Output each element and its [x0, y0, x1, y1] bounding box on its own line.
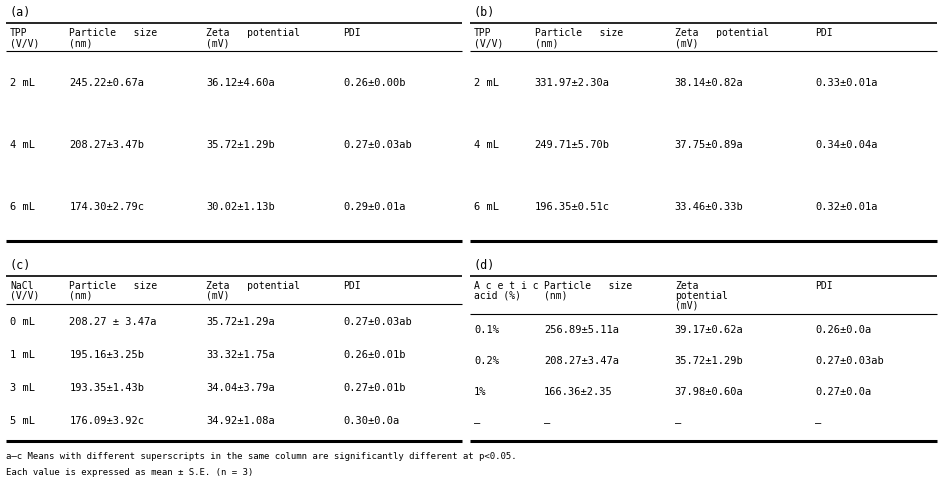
- Text: Zeta   potential: Zeta potential: [207, 28, 300, 38]
- Text: potential: potential: [675, 291, 728, 301]
- Text: 174.30±2.79c: 174.30±2.79c: [69, 201, 144, 211]
- Text: 0.26±0.0a: 0.26±0.0a: [815, 325, 871, 335]
- Text: –: –: [815, 417, 821, 427]
- Text: 6 mL: 6 mL: [474, 201, 499, 211]
- Text: 33.32±1.75a: 33.32±1.75a: [207, 349, 274, 359]
- Text: Particle   size: Particle size: [535, 28, 622, 38]
- Text: (a): (a): [10, 6, 31, 19]
- Text: 0.27±0.0a: 0.27±0.0a: [815, 386, 871, 396]
- Text: –: –: [544, 417, 551, 427]
- Text: 5 mL: 5 mL: [10, 415, 35, 425]
- Text: (mV): (mV): [207, 291, 229, 301]
- Text: 0.26±0.00b: 0.26±0.00b: [343, 78, 405, 88]
- Text: 0.29±0.01a: 0.29±0.01a: [343, 201, 405, 211]
- Text: 0.32±0.01a: 0.32±0.01a: [815, 201, 877, 211]
- Text: PDI: PDI: [815, 281, 833, 291]
- Text: 208.27±3.47a: 208.27±3.47a: [544, 355, 619, 365]
- Text: –: –: [474, 417, 480, 427]
- Text: 0.1%: 0.1%: [474, 325, 499, 335]
- Text: 176.09±3.92c: 176.09±3.92c: [69, 415, 144, 425]
- Text: 193.35±1.43b: 193.35±1.43b: [69, 382, 144, 392]
- Text: (nm): (nm): [544, 291, 568, 301]
- Text: TPP: TPP: [10, 28, 27, 38]
- Text: Particle   size: Particle size: [69, 281, 157, 291]
- Text: PDI: PDI: [343, 28, 360, 38]
- Text: 2 mL: 2 mL: [10, 78, 35, 88]
- Text: 35.72±1.29b: 35.72±1.29b: [675, 355, 744, 365]
- Text: 0.26±0.01b: 0.26±0.01b: [343, 349, 405, 359]
- Text: (nm): (nm): [69, 291, 92, 301]
- Text: 36.12±4.60a: 36.12±4.60a: [207, 78, 274, 88]
- Text: 37.75±0.89a: 37.75±0.89a: [675, 140, 744, 150]
- Text: PDI: PDI: [343, 281, 360, 291]
- Text: (V/V): (V/V): [474, 38, 504, 48]
- Text: 0.30±0.0a: 0.30±0.0a: [343, 415, 399, 425]
- Text: (d): (d): [474, 259, 495, 272]
- Text: Particle   size: Particle size: [69, 28, 157, 38]
- Text: –: –: [675, 417, 681, 427]
- Text: 208.27±3.47b: 208.27±3.47b: [69, 140, 144, 150]
- Text: 0.33±0.01a: 0.33±0.01a: [815, 78, 877, 88]
- Text: 256.89±5.11a: 256.89±5.11a: [544, 325, 619, 335]
- Text: 6 mL: 6 mL: [10, 201, 35, 211]
- Text: 166.36±2.35: 166.36±2.35: [544, 386, 613, 396]
- Text: (V/V): (V/V): [10, 38, 40, 48]
- Text: (V/V): (V/V): [10, 291, 40, 301]
- Text: 35.72±1.29b: 35.72±1.29b: [207, 140, 274, 150]
- Text: 37.98±0.60a: 37.98±0.60a: [675, 386, 744, 396]
- Text: 35.72±1.29a: 35.72±1.29a: [207, 316, 274, 326]
- Text: 0.27±0.01b: 0.27±0.01b: [343, 382, 405, 392]
- Text: a–c Means with different superscripts in the same column are significantly diffe: a–c Means with different superscripts in…: [6, 451, 517, 460]
- Text: 0 mL: 0 mL: [10, 316, 35, 326]
- Text: (c): (c): [10, 259, 31, 272]
- Text: 39.17±0.62a: 39.17±0.62a: [675, 325, 744, 335]
- Text: 0.27±0.03ab: 0.27±0.03ab: [343, 140, 412, 150]
- Text: 0.27±0.03ab: 0.27±0.03ab: [815, 355, 884, 365]
- Text: (mV): (mV): [675, 301, 699, 311]
- Text: PDI: PDI: [815, 28, 833, 38]
- Text: (mV): (mV): [207, 38, 229, 48]
- Text: 1 mL: 1 mL: [10, 349, 35, 359]
- Text: 196.35±0.51c: 196.35±0.51c: [535, 201, 610, 211]
- Text: (nm): (nm): [69, 38, 92, 48]
- Text: 2 mL: 2 mL: [474, 78, 499, 88]
- Text: 208.27 ± 3.47a: 208.27 ± 3.47a: [69, 316, 157, 326]
- Text: 331.97±2.30a: 331.97±2.30a: [535, 78, 610, 88]
- Text: Zeta   potential: Zeta potential: [675, 28, 769, 38]
- Text: 245.22±0.67a: 245.22±0.67a: [69, 78, 144, 88]
- Text: 0.27±0.03ab: 0.27±0.03ab: [343, 316, 412, 326]
- Text: 34.92±1.08a: 34.92±1.08a: [207, 415, 274, 425]
- Text: 195.16±3.25b: 195.16±3.25b: [69, 349, 144, 359]
- Text: 4 mL: 4 mL: [474, 140, 499, 150]
- Text: Zeta   potential: Zeta potential: [207, 281, 300, 291]
- Text: Zeta: Zeta: [675, 281, 699, 291]
- Text: 30.02±1.13b: 30.02±1.13b: [207, 201, 274, 211]
- Text: Each value is expressed as mean ± S.E. (n = 3): Each value is expressed as mean ± S.E. (…: [6, 467, 254, 476]
- Text: TPP: TPP: [474, 28, 491, 38]
- Text: 0.34±0.04a: 0.34±0.04a: [815, 140, 877, 150]
- Text: Particle   size: Particle size: [544, 281, 632, 291]
- Text: A c e t i c: A c e t i c: [474, 281, 538, 291]
- Text: NaCl: NaCl: [10, 281, 34, 291]
- Text: 3 mL: 3 mL: [10, 382, 35, 392]
- Text: 38.14±0.82a: 38.14±0.82a: [675, 78, 744, 88]
- Text: 249.71±5.70b: 249.71±5.70b: [535, 140, 610, 150]
- Text: 0.2%: 0.2%: [474, 355, 499, 365]
- Text: 34.04±3.79a: 34.04±3.79a: [207, 382, 274, 392]
- Text: 4 mL: 4 mL: [10, 140, 35, 150]
- Text: (nm): (nm): [535, 38, 558, 48]
- Text: 1%: 1%: [474, 386, 487, 396]
- Text: (b): (b): [474, 6, 495, 19]
- Text: acid (%): acid (%): [474, 291, 521, 301]
- Text: (mV): (mV): [675, 38, 699, 48]
- Text: 33.46±0.33b: 33.46±0.33b: [675, 201, 744, 211]
